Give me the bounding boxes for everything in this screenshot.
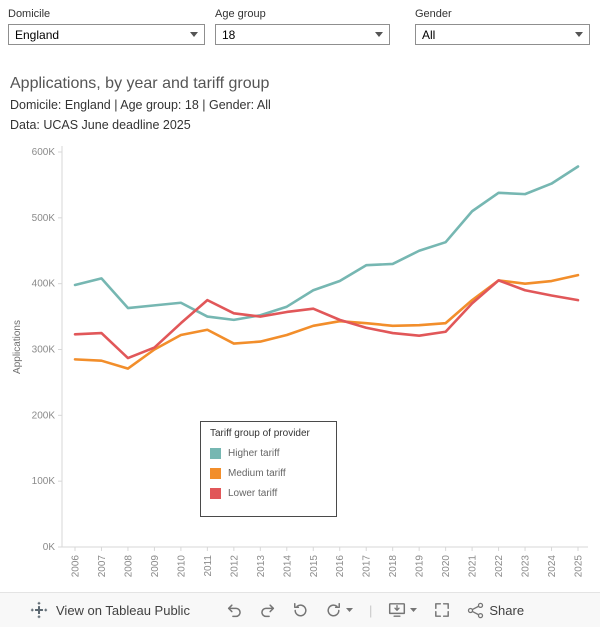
filter-domicile-label: Domicile	[8, 8, 51, 20]
domicile-dropdown-value: England	[15, 27, 60, 42]
svg-text:400K: 400K	[32, 279, 56, 290]
legend-title: Tariff group of provider	[210, 428, 310, 439]
undo-icon	[227, 603, 241, 617]
fullscreen-button[interactable]	[425, 601, 459, 619]
svg-text:2017: 2017	[362, 555, 373, 578]
svg-text:2006: 2006	[71, 555, 82, 578]
legend-item-label: Higher tariff	[228, 448, 280, 459]
refresh-menu-button[interactable]	[317, 602, 361, 619]
age-group-dropdown[interactable]: 18	[215, 24, 390, 45]
chart-subtitle: Domicile: England | Age group: 18 | Gend…	[10, 98, 271, 112]
gender-dropdown-value: All	[422, 27, 436, 42]
svg-text:600K: 600K	[32, 147, 56, 158]
data-source-note: Data: UCAS June deadline 2025	[10, 118, 191, 132]
reset-button[interactable]	[284, 602, 317, 619]
filter-age-group-label: Age group	[215, 8, 266, 20]
gender-dropdown[interactable]: All	[415, 24, 590, 45]
svg-text:2016: 2016	[335, 555, 346, 578]
chevron-down-icon	[346, 608, 353, 612]
view-on-tableau-public-link[interactable]: View on Tableau Public	[30, 601, 190, 619]
svg-text:2011: 2011	[203, 555, 214, 577]
legend-item-label: Medium tariff	[228, 468, 286, 479]
page-title: Applications, by year and tariff group	[10, 75, 270, 92]
svg-text:2024: 2024	[547, 555, 558, 578]
svg-text:2025: 2025	[574, 555, 585, 578]
redo-button[interactable]	[251, 602, 284, 619]
svg-text:2010: 2010	[176, 555, 187, 578]
svg-text:500K: 500K	[32, 213, 56, 224]
share-label: Share	[489, 602, 525, 618]
higher-tariff-swatch-icon	[210, 448, 221, 459]
medium-tariff-swatch-icon	[210, 468, 221, 479]
filter-gender-label: Gender	[415, 8, 452, 20]
svg-text:2013: 2013	[256, 555, 267, 578]
svg-text:2015: 2015	[309, 555, 320, 578]
undo-button[interactable]	[218, 602, 251, 619]
chevron-down-icon	[575, 32, 583, 37]
chevron-down-icon	[190, 32, 198, 37]
view-on-tableau-public-label: View on Tableau Public	[56, 602, 190, 618]
svg-text:2022: 2022	[494, 555, 505, 578]
svg-text:2023: 2023	[521, 555, 532, 578]
svg-text:100K: 100K	[32, 476, 56, 487]
svg-text:2007: 2007	[97, 555, 108, 578]
fullscreen-icon	[435, 603, 450, 617]
tableau-toolbar: View on Tableau Public	[0, 592, 600, 627]
tableau-logo-icon	[30, 601, 48, 619]
redo-icon	[261, 603, 275, 617]
svg-text:2009: 2009	[150, 555, 161, 578]
legend: Tariff group of provider Higher tariff M…	[200, 421, 337, 517]
download-button[interactable]	[380, 601, 425, 619]
legend-item-medium-tariff[interactable]: Medium tariff	[210, 468, 327, 479]
svg-text:200K: 200K	[32, 410, 56, 421]
lower-tariff-swatch-icon	[210, 488, 221, 499]
svg-text:2019: 2019	[415, 555, 426, 578]
legend-item-higher-tariff[interactable]: Higher tariff	[210, 448, 327, 459]
svg-text:2020: 2020	[441, 555, 452, 578]
legend-item-label: Lower tariff	[228, 488, 278, 499]
legend-item-lower-tariff[interactable]: Lower tariff	[210, 488, 327, 499]
svg-text:300K: 300K	[32, 345, 56, 356]
filter-age-group: Age group 18	[215, 8, 390, 45]
age-group-dropdown-value: 18	[222, 27, 236, 42]
toolbar-icons: |	[218, 601, 532, 619]
share-icon	[468, 602, 484, 618]
filter-gender: Gender All	[415, 8, 590, 45]
svg-text:2014: 2014	[282, 555, 293, 578]
chart-canvas[interactable]: 0K 100K 200K 300K 400K 500K 600K 2006 2007 2008 20…	[0, 136, 600, 592]
svg-text:2008: 2008	[123, 555, 134, 578]
toolbar-divider: |	[369, 602, 373, 618]
svg-text:0K: 0K	[43, 542, 56, 553]
download-icon	[389, 603, 406, 617]
svg-text:2012: 2012	[229, 555, 240, 578]
svg-text:2021: 2021	[468, 555, 479, 578]
filter-domicile: Domicile England	[8, 8, 205, 45]
domicile-dropdown[interactable]: England	[8, 24, 205, 45]
replay-icon	[294, 602, 307, 616]
refresh-icon	[327, 602, 340, 616]
svg-text:2018: 2018	[388, 555, 399, 578]
chevron-down-icon	[375, 32, 383, 37]
chevron-down-icon	[410, 608, 418, 612]
share-button[interactable]: Share	[459, 602, 532, 619]
